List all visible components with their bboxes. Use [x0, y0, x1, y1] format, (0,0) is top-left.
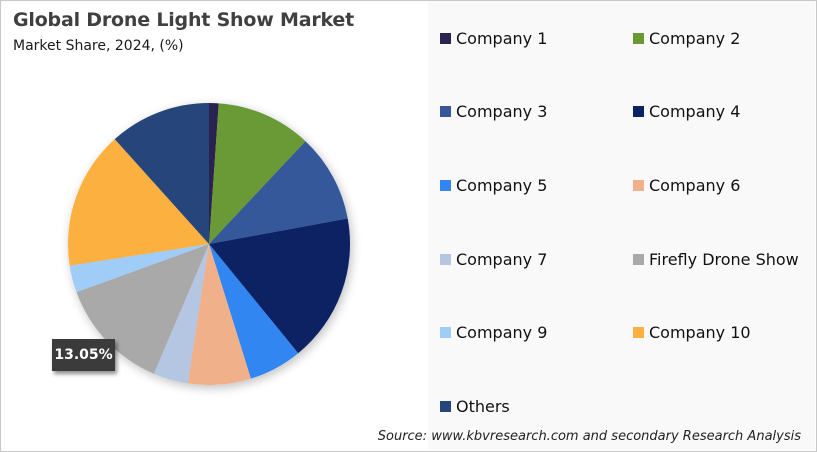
- legend-swatch-icon: [633, 33, 644, 44]
- pie-svg: [68, 103, 351, 386]
- pie-slice-company-1: [209, 103, 219, 244]
- firefly-data-label: 13.05%: [52, 339, 115, 371]
- pie-slice-company-7: [153, 244, 209, 384]
- pie-slice-company-5: [209, 244, 299, 379]
- pie-slice-company-10: [68, 139, 209, 266]
- chart-title: Global Drone Light Show Market: [13, 9, 355, 31]
- chart-subtitle: Market Share, 2024, (%): [13, 38, 184, 54]
- legend-swatch-icon: [633, 106, 644, 117]
- legend-swatch-icon: [633, 327, 644, 338]
- legend-label: Company 2: [649, 29, 741, 48]
- legend-swatch-icon: [440, 327, 451, 338]
- source-note: Source: www.kbvresearch.com and secondar…: [377, 429, 801, 444]
- legend-item-company-3: Company 3: [440, 102, 547, 121]
- legend-item-firefly-drone-show: Firefly Drone Show: [633, 250, 799, 269]
- legend-swatch-icon: [440, 401, 451, 412]
- pie-chart: 13.05%: [52, 103, 351, 386]
- pie-slice-company-9: [69, 244, 209, 293]
- legend-item-company-5: Company 5: [440, 176, 547, 195]
- legend-item-company-7: Company 7: [440, 250, 547, 269]
- legend-label: Company 5: [456, 176, 548, 195]
- legend-item-company-2: Company 2: [633, 29, 740, 48]
- legend-item-company-9: Company 9: [440, 323, 547, 342]
- legend-item-company-10: Company 10: [633, 323, 751, 342]
- legend-swatch-icon: [633, 254, 644, 265]
- legend-swatch-icon: [440, 254, 451, 265]
- legend-label: Company 9: [456, 323, 548, 342]
- pie-slice-others: [114, 103, 209, 244]
- legend-label: Company 7: [456, 250, 548, 269]
- legend-item-company-1: Company 1: [440, 29, 547, 48]
- pie-slice-company-2: [209, 103, 306, 244]
- legend-item-company-4: Company 4: [633, 102, 740, 121]
- legend-item-company-6: Company 6: [633, 176, 740, 195]
- legend-swatch-icon: [440, 180, 451, 191]
- legend-label: Firefly Drone Show: [649, 250, 799, 269]
- legend-label: Company 4: [649, 102, 741, 121]
- legend-swatch-icon: [633, 180, 644, 191]
- pie-slice-company-3: [209, 141, 348, 244]
- legend-label: Company 6: [649, 176, 741, 195]
- legend-swatch-icon: [440, 33, 451, 44]
- legend-label: Company 10: [649, 323, 751, 342]
- legend-label: Others: [456, 397, 510, 416]
- legend-panel: [428, 1, 815, 450]
- legend-swatch-icon: [440, 106, 451, 117]
- legend-item-others: Others: [440, 397, 510, 416]
- pie-slice-company-4: [209, 218, 351, 354]
- legend-label: Company 1: [456, 29, 548, 48]
- pie-slice-company-6: [187, 244, 251, 386]
- legend-label: Company 3: [456, 102, 548, 121]
